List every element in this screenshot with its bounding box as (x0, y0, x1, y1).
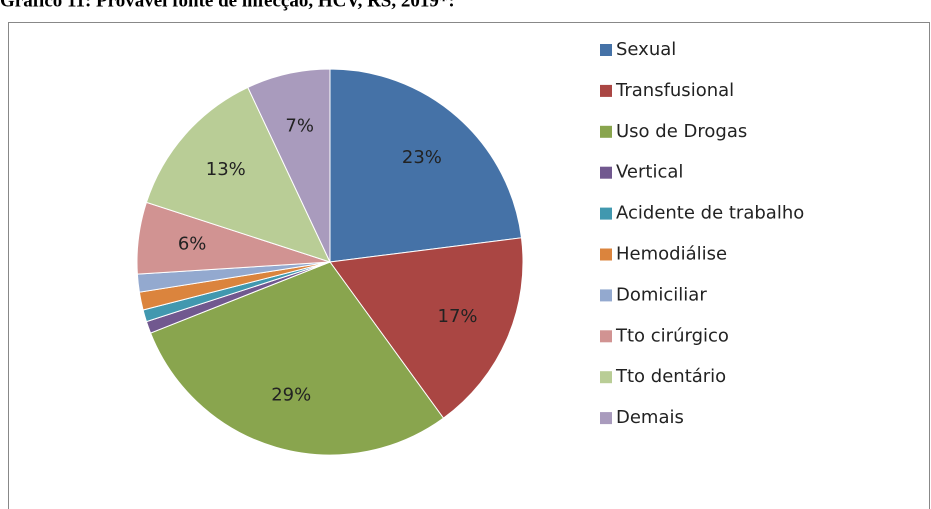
legend-label: Tto cirúrgico (615, 325, 729, 346)
legend-swatch (600, 207, 612, 220)
legend-label: Uso de Drogas (616, 121, 747, 142)
legend-swatch (600, 371, 612, 384)
legend-label: Domiciliar (616, 284, 707, 305)
legend-label: Transfusional (615, 80, 734, 101)
legend-label: Demais (616, 407, 684, 428)
legend-label: Acidente de trabalho (616, 203, 804, 224)
legend-swatch (600, 412, 612, 425)
legend-swatch (600, 289, 612, 302)
legend-label: Sexual (616, 39, 676, 60)
legend-swatch (600, 330, 612, 343)
data-label: 6% (178, 234, 207, 255)
legend-swatch (600, 248, 612, 261)
pie-slice (329, 68, 523, 263)
data-label: 23% (402, 147, 442, 168)
legend-label: Vertical (616, 162, 683, 183)
data-label: 29% (271, 384, 311, 405)
pie-slice (247, 68, 331, 263)
chart-title: Gráfico 11: Provável fonte de infecção, … (0, 0, 455, 11)
legend-label: Tto dentário (615, 366, 726, 387)
legend-label: Hemodiálise (616, 244, 727, 265)
legend-swatch (600, 125, 612, 138)
pie-slice (149, 261, 445, 456)
legend-swatch (600, 44, 612, 56)
data-label: 17% (438, 306, 478, 327)
pie-slice (329, 237, 524, 419)
chart-border (8, 22, 930, 509)
data-label: 13% (206, 159, 246, 180)
legend-swatch (600, 84, 612, 97)
data-label: 7% (285, 115, 314, 136)
legend-swatch (600, 166, 612, 179)
pie-slice (145, 86, 331, 263)
